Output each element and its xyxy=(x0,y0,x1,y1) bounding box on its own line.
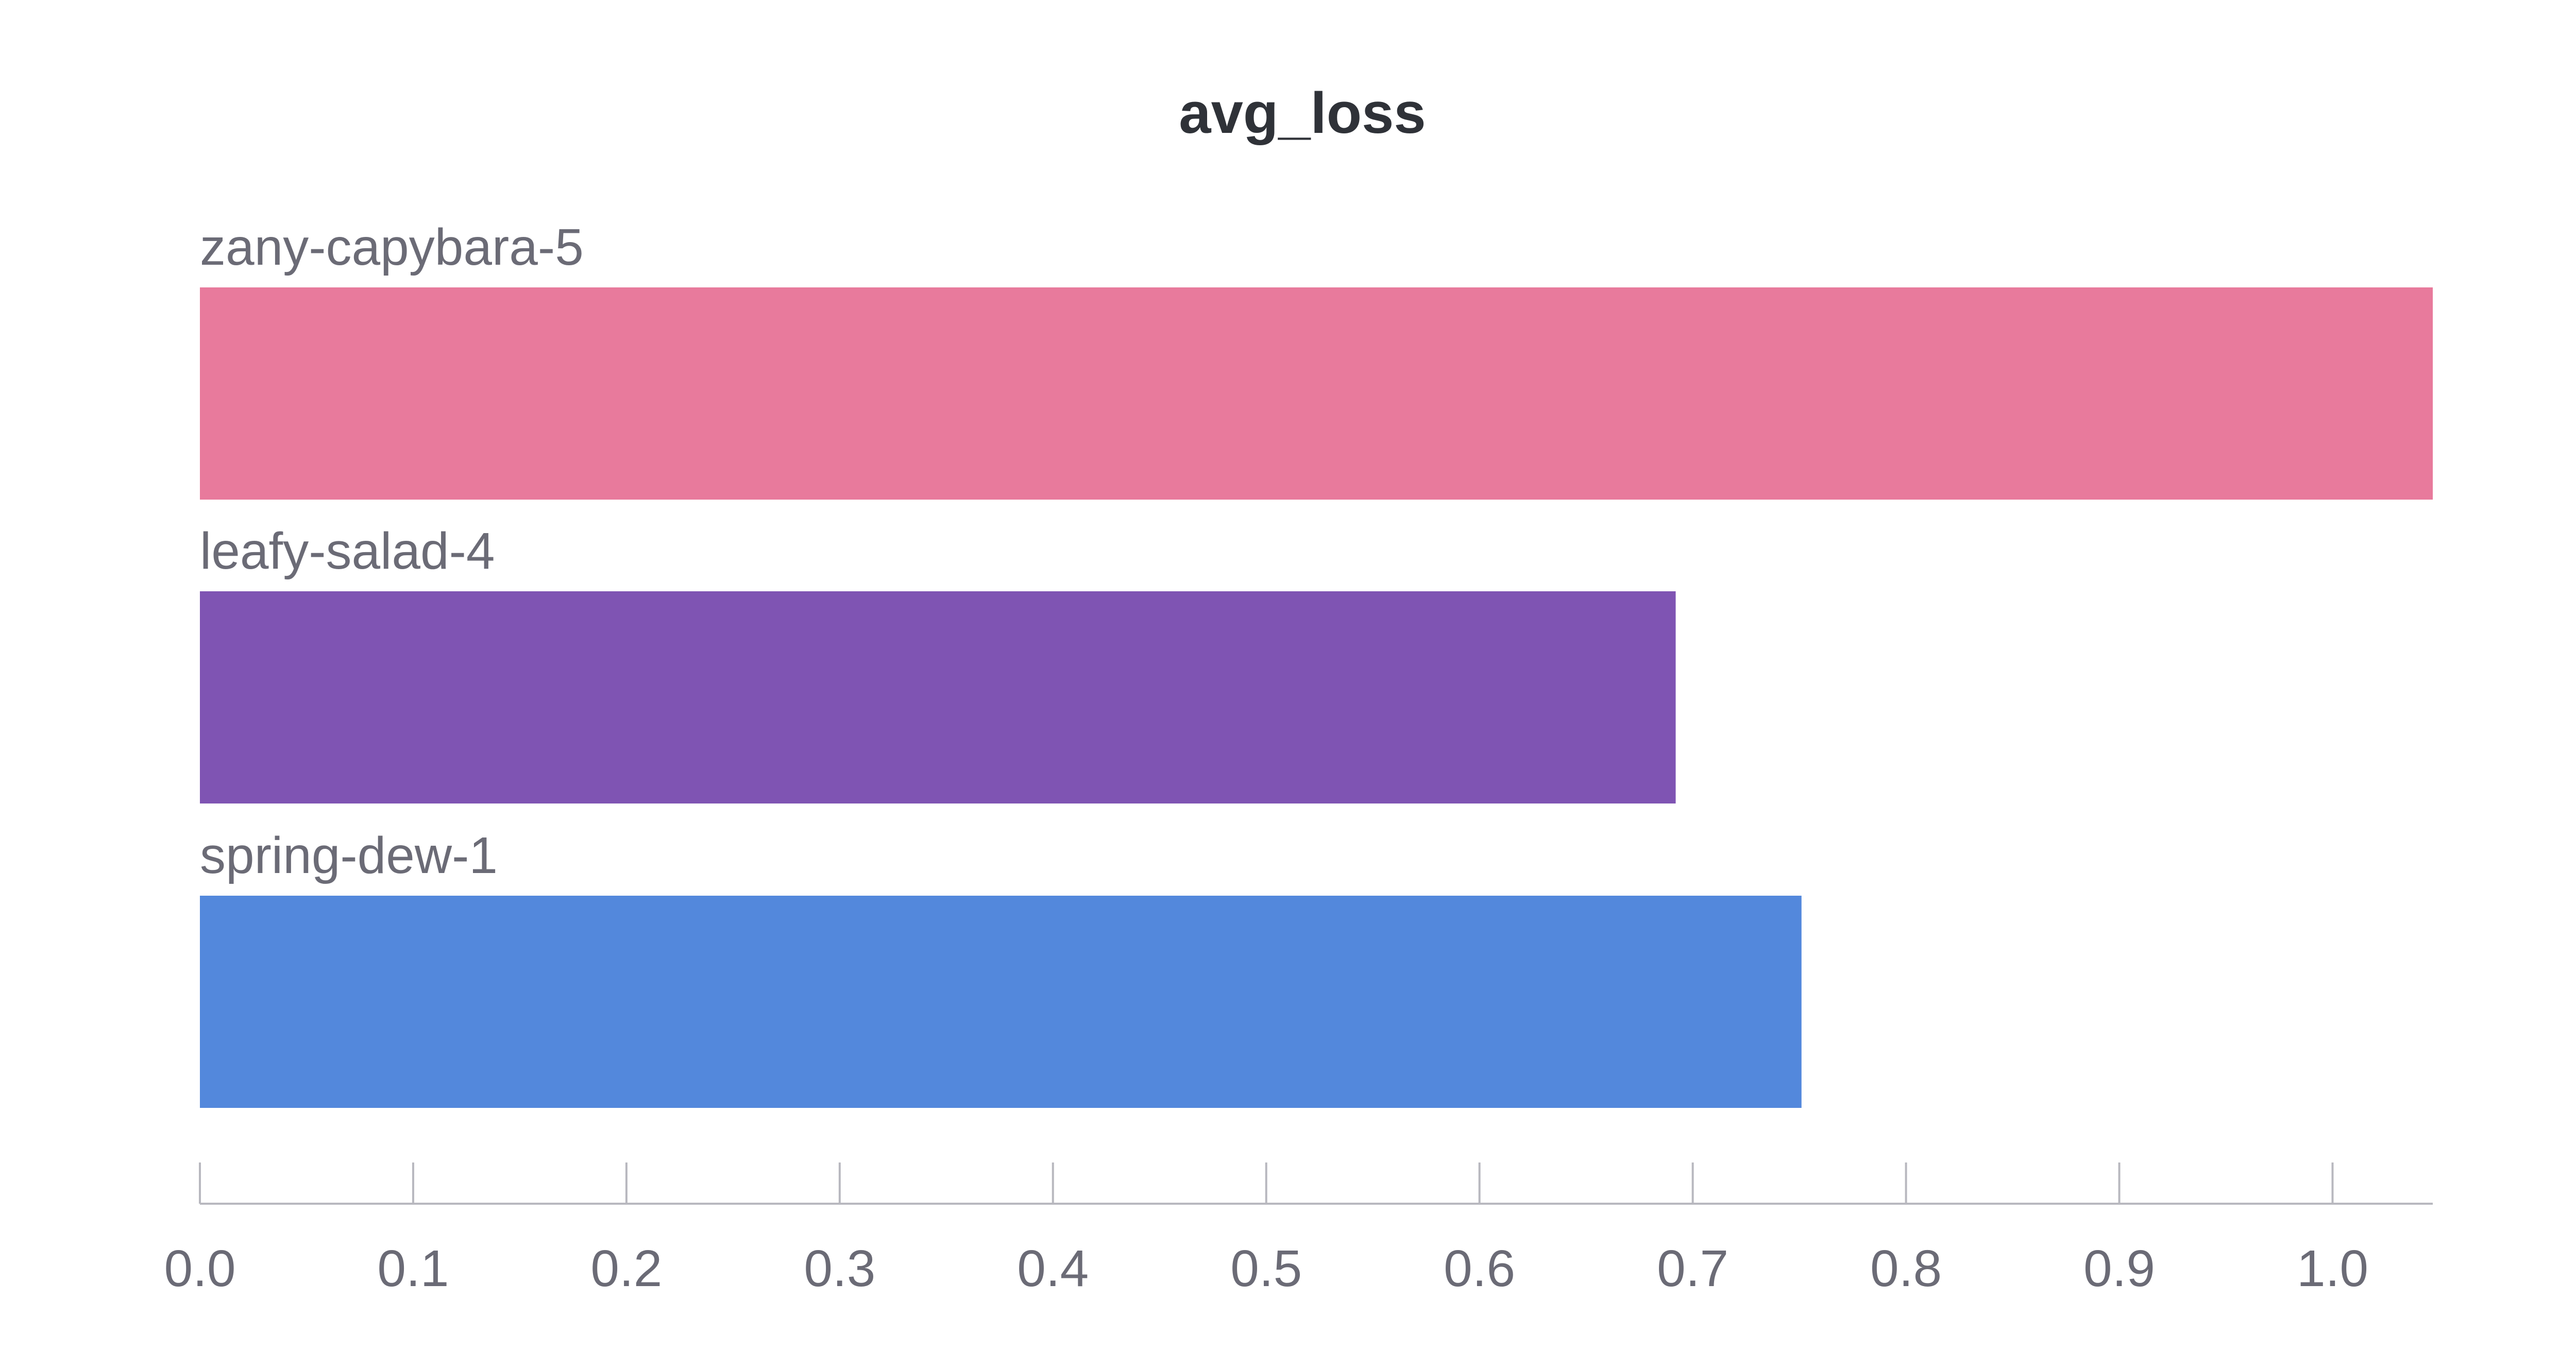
bar-leafy-salad-4[interactable] xyxy=(200,591,1676,803)
chart-title: avg_loss xyxy=(1179,81,1426,145)
bar-spring-dew-1[interactable] xyxy=(200,896,1802,1108)
bar-label: spring-dew-1 xyxy=(200,827,498,884)
x-tick-label: 0.8 xyxy=(1870,1240,1942,1297)
bar-label: leafy-salad-4 xyxy=(200,522,495,580)
x-tick-label: 0.2 xyxy=(590,1240,662,1297)
bars-group: zany-capybara-5 leafy-salad-4 spring-dew-1 xyxy=(200,218,2433,1108)
bar-label: zany-capybara-5 xyxy=(200,218,584,276)
x-tick-label: 0.7 xyxy=(1657,1240,1728,1297)
x-tick-label: 0.6 xyxy=(1444,1240,1515,1297)
x-tick-label: 0.5 xyxy=(1230,1240,1302,1297)
x-tick-label: 0.4 xyxy=(1017,1240,1089,1297)
x-tick-label: 0.3 xyxy=(804,1240,875,1297)
bar-zany-capybara-5[interactable] xyxy=(200,287,2433,500)
x-tick-label: 1.0 xyxy=(2297,1240,2368,1297)
x-tick-label: 0.1 xyxy=(377,1240,449,1297)
x-tick-label: 0.0 xyxy=(164,1240,235,1297)
x-tick-label: 0.9 xyxy=(2083,1240,2155,1297)
x-axis: 0.0 0.1 0.2 0.3 0.4 0.5 0.6 0.7 0.8 0.9 1.0 xyxy=(164,1162,2433,1297)
